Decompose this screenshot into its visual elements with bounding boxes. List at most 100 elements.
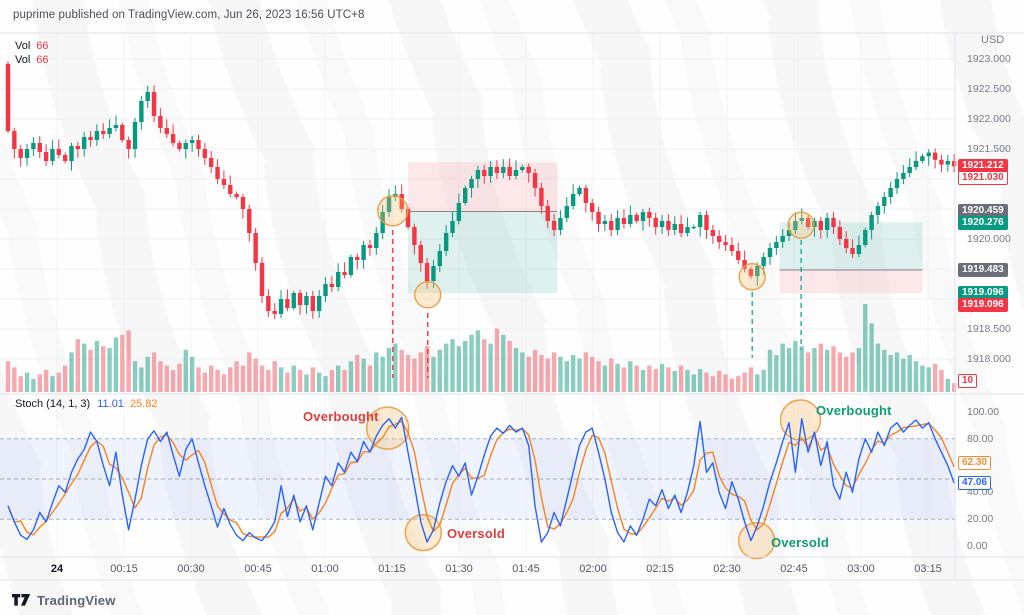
time-axis-label[interactable]: 02:45 <box>780 563 808 575</box>
volume-bar <box>609 358 614 392</box>
volume-bar <box>247 352 252 392</box>
candle-body <box>894 179 900 188</box>
volume-bar <box>310 367 315 392</box>
price-label-1919.096: 1919.096 <box>958 286 1008 301</box>
candle-body <box>653 218 658 227</box>
volume-bar <box>628 361 633 392</box>
volume-bar <box>62 365 68 392</box>
volume-legend-row: Vol 66 <box>15 39 49 53</box>
volume-bar <box>494 328 500 392</box>
candle-body <box>266 296 271 311</box>
candle-body <box>786 230 792 236</box>
candle-body <box>634 215 639 221</box>
candle-body <box>94 131 100 140</box>
volume-bar <box>920 365 925 392</box>
volume-bar <box>5 361 11 392</box>
trade-box-profit[interactable] <box>779 222 923 271</box>
volume-bar <box>570 355 576 392</box>
trade-box-profit[interactable] <box>408 211 558 294</box>
candle-body <box>539 188 544 206</box>
volume-bar <box>120 334 125 392</box>
price-label-1920.459: 1920.459 <box>958 204 1008 219</box>
volume-bar <box>12 367 17 392</box>
time-axis-label[interactable]: 01:45 <box>512 563 540 575</box>
price-label-10: 10 <box>958 374 978 388</box>
tradingview-logo-icon[interactable] <box>12 592 31 609</box>
volume-bar <box>844 356 849 392</box>
candle-body <box>209 158 214 167</box>
time-axis-label[interactable]: 24 <box>50 563 64 575</box>
time-axis-label[interactable]: 02:15 <box>646 563 674 575</box>
candle-body <box>431 266 436 281</box>
candle-body <box>482 170 487 176</box>
candle-body <box>247 209 252 233</box>
volume-bar <box>158 361 163 392</box>
oversold-label: Oversold <box>771 535 829 550</box>
volume-bar <box>602 365 608 392</box>
time-axis-label[interactable]: 00:45 <box>244 563 272 575</box>
volume-bar <box>590 356 595 392</box>
candle-body <box>221 179 227 185</box>
volume-bar <box>393 343 398 392</box>
volume-bar <box>596 361 601 392</box>
time-axis-label[interactable]: 00:15 <box>110 563 138 575</box>
candle-body <box>678 224 684 233</box>
candle-body <box>164 128 169 134</box>
volume-bar <box>374 352 379 392</box>
candle-body <box>69 146 74 161</box>
candle-body <box>101 131 106 134</box>
time-axis-label[interactable]: 02:00 <box>579 563 607 575</box>
time-axis-label[interactable]: 03:00 <box>847 563 875 575</box>
volume-legend-label: Vol <box>15 40 31 52</box>
volume-bar <box>507 340 512 392</box>
volume-bar <box>399 349 404 392</box>
candle-body <box>278 299 284 314</box>
candle-body <box>386 197 392 212</box>
trade-box-risk[interactable] <box>779 270 923 294</box>
candle-body <box>139 101 144 122</box>
volume-bar <box>869 323 874 392</box>
stoch-axis-tick: 100.00 <box>967 406 1000 418</box>
volume-bar <box>672 370 677 392</box>
volume-legend-value: 66 <box>36 54 49 66</box>
candle-body <box>437 251 442 266</box>
volume-bar <box>463 340 468 392</box>
volume-bar <box>272 361 277 392</box>
volume-bar <box>139 367 144 392</box>
volume-bar <box>831 346 836 392</box>
price-label-1919.096: 1919.096 <box>958 298 1008 313</box>
volume-bar <box>367 365 373 392</box>
time-axis-label[interactable]: 01:00 <box>311 563 339 575</box>
volume-bar <box>888 355 893 392</box>
time-axis-label[interactable]: 00:30 <box>177 563 205 575</box>
time-axis-label[interactable]: 02:30 <box>713 563 741 575</box>
volume-bar <box>913 361 919 392</box>
candle-body <box>31 143 36 149</box>
volume-bar <box>755 374 760 392</box>
footer: TradingView <box>12 592 116 609</box>
price-axis-tick: 1918.000 <box>967 353 1011 365</box>
volume-bar <box>380 356 385 392</box>
candle-body <box>361 245 366 260</box>
volume-bar <box>37 374 42 392</box>
volume-bar <box>443 343 449 392</box>
tradingview-wordmark[interactable]: TradingView <box>37 593 116 608</box>
price-highlight-circle <box>738 263 766 291</box>
price-axis-tick: 1922.500 <box>967 83 1011 95</box>
volume-bar <box>907 355 912 392</box>
time-axis-label[interactable]: 01:15 <box>378 563 406 575</box>
stoch-line-value-label: 47.06 <box>958 475 992 490</box>
volume-bar <box>450 339 455 392</box>
candle-body <box>43 152 49 161</box>
time-axis-label[interactable]: 01:30 <box>445 563 473 575</box>
volume-bar <box>697 369 703 392</box>
volume-bar <box>793 340 798 392</box>
time-axis-label[interactable]: 03:15 <box>914 563 942 575</box>
volume-bar <box>710 376 716 392</box>
volume-bar <box>805 352 811 392</box>
stoch-axis-tick: 0.00 <box>967 540 988 552</box>
candle-body <box>767 248 773 257</box>
volume-bar <box>640 370 646 392</box>
